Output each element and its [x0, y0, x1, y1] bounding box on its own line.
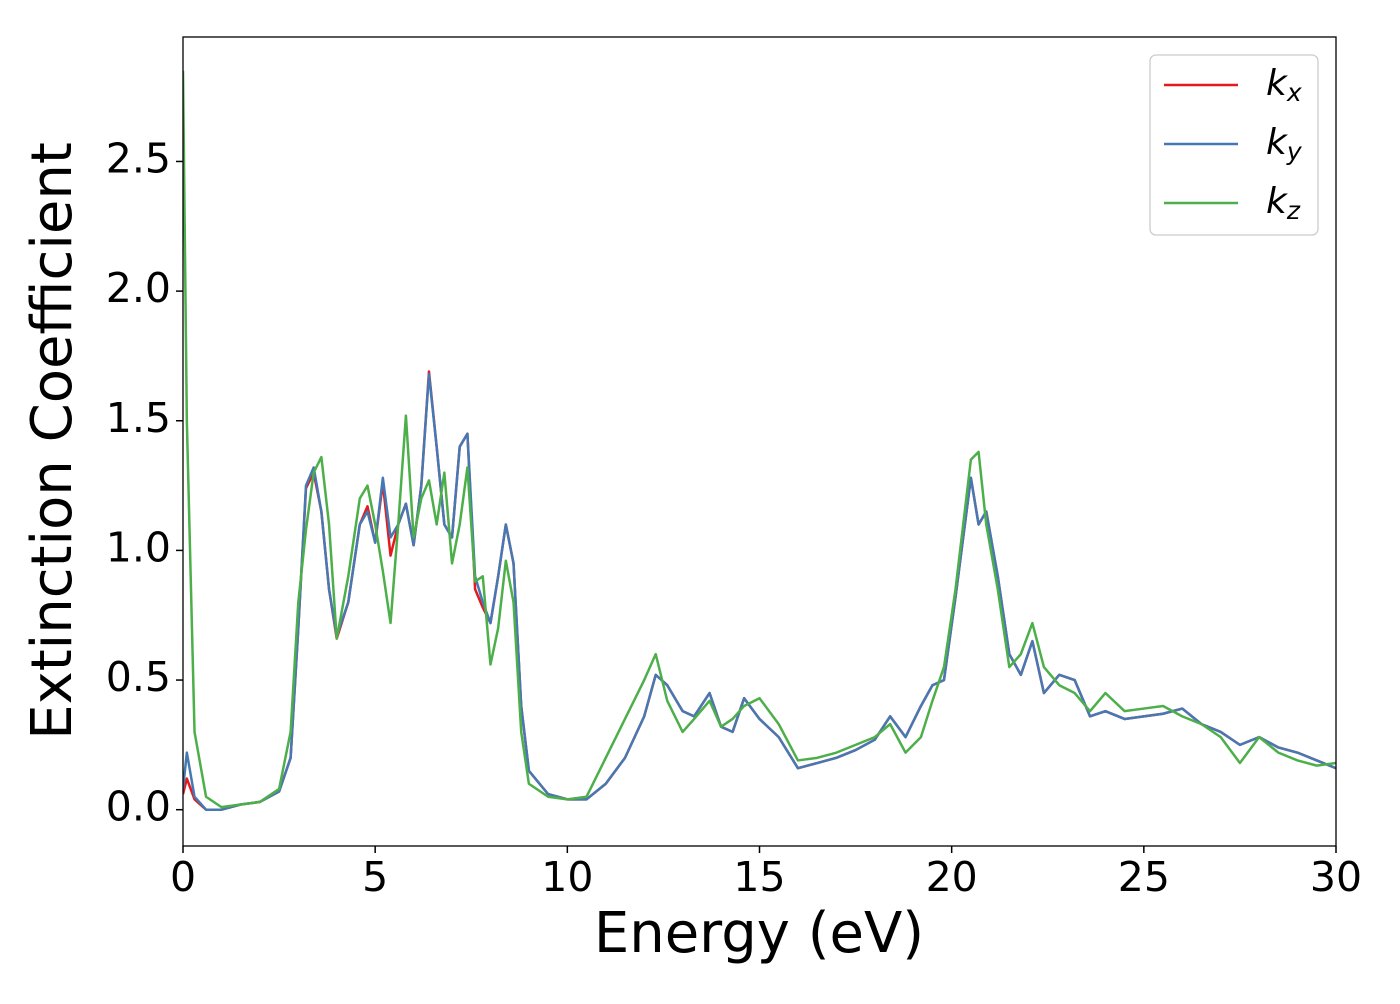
x-tick-label: 20	[926, 853, 978, 901]
y-tick-label: 2.5	[106, 134, 171, 182]
y-tick-label: 0.0	[106, 783, 171, 831]
y-tick-label: 1.0	[106, 523, 171, 571]
x-tick-label: 10	[541, 853, 593, 901]
legend-label: ky	[1266, 122, 1303, 166]
x-tick-label: 15	[733, 853, 785, 901]
series-line	[183, 372, 1336, 811]
series-line	[183, 70, 1336, 809]
x-tick-label: 30	[1310, 853, 1362, 901]
x-tick-label: 25	[1118, 853, 1170, 901]
y-axis-label: Extinction Coefficient	[20, 142, 85, 740]
plot-frame	[182, 36, 1337, 847]
legend-label: kx	[1266, 63, 1302, 107]
y-tick-label: 2.0	[106, 264, 171, 312]
x-tick-label: 5	[362, 853, 388, 901]
series-line	[183, 370, 1336, 811]
x-tick-label: 0	[170, 853, 196, 901]
y-tick-label: 0.5	[106, 653, 171, 701]
y-tick-label: 1.5	[106, 394, 171, 442]
x-axis-label: Energy (eV)	[594, 901, 924, 966]
legend-label: kz	[1266, 181, 1301, 225]
